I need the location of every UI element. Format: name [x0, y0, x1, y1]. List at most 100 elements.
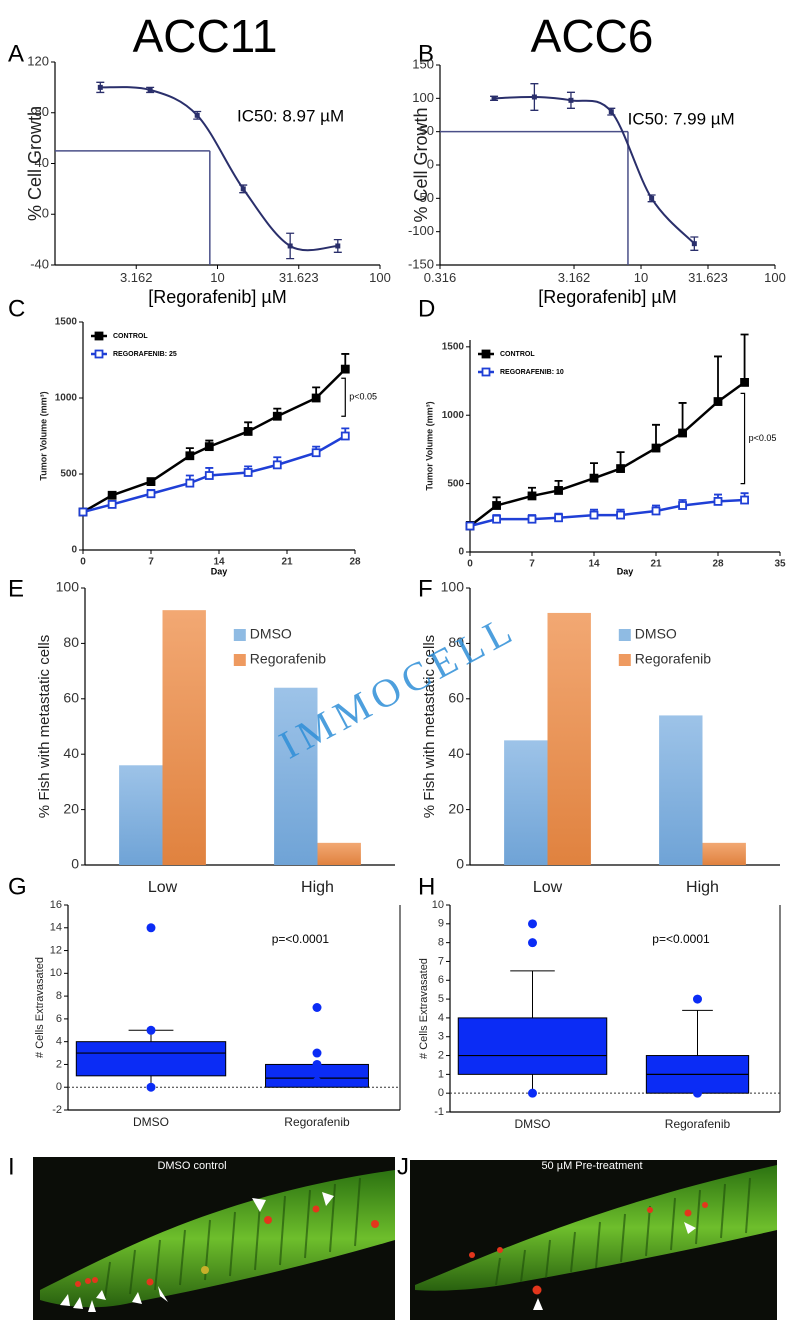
legend-swatch — [618, 654, 631, 666]
y-tick-label: 40 — [448, 745, 464, 761]
y-tick-label: 8 — [438, 937, 444, 949]
data-point — [616, 510, 625, 520]
data-point — [204, 471, 214, 480]
legend-label: REGORAFENIB: 10 — [500, 369, 564, 376]
y-tick-label: 3 — [438, 1031, 444, 1043]
data-point — [527, 491, 537, 501]
data-point — [97, 84, 103, 90]
outlier — [528, 919, 537, 929]
data-point — [554, 513, 563, 523]
tumor-cells — [75, 1205, 379, 1287]
y-tick-label: 500 — [447, 478, 464, 489]
data-point — [608, 109, 614, 115]
data-point — [185, 451, 195, 461]
y-tick-label: -1 — [434, 1106, 444, 1118]
fish-body — [415, 1165, 777, 1291]
x-axis-label: Day — [617, 566, 634, 576]
panel-letter: A — [8, 40, 24, 67]
x-tick-label: 21 — [281, 557, 293, 568]
significance-bracket — [341, 377, 346, 417]
y-tick-label: 2 — [56, 1058, 62, 1070]
x-tick-label: 28 — [712, 559, 724, 570]
category-label: High — [686, 879, 719, 896]
legend-marker — [94, 349, 104, 359]
y-tick-label: 7 — [438, 955, 444, 967]
y-tick-label: 0 — [458, 547, 464, 558]
error-bar — [714, 355, 722, 402]
x-tick-label: 35 — [774, 559, 786, 570]
y-tick-label: 80 — [63, 634, 79, 650]
x-tick-label: 3.162 — [120, 270, 153, 285]
legend-label: REGORAFENIB: 25 — [113, 351, 177, 358]
y-tick-label: 9 — [438, 918, 444, 930]
data-point — [527, 514, 537, 524]
x-tick-label: 100 — [764, 270, 786, 285]
data-point — [651, 443, 661, 453]
annotation: p<0.05 — [349, 392, 377, 402]
y-tick-label: 60 — [448, 690, 464, 706]
annotation: IC50: 8.97 µM — [237, 106, 344, 125]
significance-bracket — [740, 392, 746, 485]
y-tick-label: 6 — [56, 1013, 62, 1025]
x-tick-label: 3.162 — [558, 270, 591, 285]
x-tick-label: 0.316 — [424, 270, 457, 285]
x-tick-label: 21 — [650, 559, 662, 570]
data-point — [465, 521, 475, 531]
category-label: Low — [148, 879, 178, 896]
data-point — [146, 477, 156, 487]
data-point — [740, 377, 749, 387]
y-tick-label: 500 — [60, 469, 77, 480]
category-label: Low — [533, 879, 563, 896]
bar — [547, 612, 591, 865]
data-point — [287, 243, 293, 249]
data-point — [335, 243, 341, 249]
legend-label: CONTROL — [113, 333, 148, 340]
panel-letter: C — [8, 295, 25, 322]
y-tick-label: 4 — [438, 1012, 444, 1024]
y-tick-label: 0 — [427, 156, 434, 171]
outlier — [312, 1048, 322, 1058]
x-tick-label: 7 — [148, 557, 154, 568]
legend-label: DMSO — [635, 626, 677, 642]
y-axis-label: # Cells Extravasated — [418, 958, 430, 1059]
y-tick-label: 100 — [412, 90, 434, 105]
x-tick-label: 31.623 — [688, 270, 728, 285]
category-label: Regorafenib — [665, 1117, 731, 1131]
series-line — [82, 434, 346, 514]
y-tick-label: 80 — [448, 634, 464, 650]
y-tick-label: 1500 — [55, 317, 78, 328]
y-tick-label: 6 — [438, 974, 444, 986]
y-tick-label: 20 — [63, 800, 79, 816]
y-tick-label: 60 — [63, 690, 79, 706]
data-point — [147, 87, 153, 93]
outlier — [146, 923, 156, 933]
outlier — [528, 1088, 537, 1098]
image-caption: DMSO control — [157, 1160, 226, 1172]
data-point — [492, 514, 501, 524]
data-point — [78, 507, 88, 517]
y-tick-label: -150 — [408, 256, 434, 271]
y-tick-label: 20 — [448, 800, 464, 816]
data-point — [568, 97, 574, 103]
y-tick-label: 1500 — [442, 341, 465, 352]
x-tick-label: 0 — [467, 559, 473, 570]
data-point — [340, 431, 350, 441]
y-tick-label: 100 — [56, 579, 80, 595]
legend-swatch — [233, 654, 246, 666]
data-point — [311, 448, 321, 458]
box — [457, 1017, 608, 1075]
y-tick-label: 0 — [42, 206, 49, 221]
x-axis-label: [Regorafenib] µM — [148, 287, 286, 307]
y-tick-label: 40 — [35, 155, 49, 170]
bar — [317, 842, 361, 865]
y-axis-label: % Fish with metastatic cells — [421, 635, 438, 818]
data-point — [713, 496, 723, 506]
y-axis-label: % Fish with metastatic cells — [36, 635, 53, 818]
series-line — [469, 381, 746, 528]
error-bar — [678, 402, 687, 434]
x-tick-label: 0 — [80, 557, 86, 568]
vessels — [104, 1177, 361, 1299]
bar — [119, 765, 163, 865]
bar — [274, 687, 318, 865]
